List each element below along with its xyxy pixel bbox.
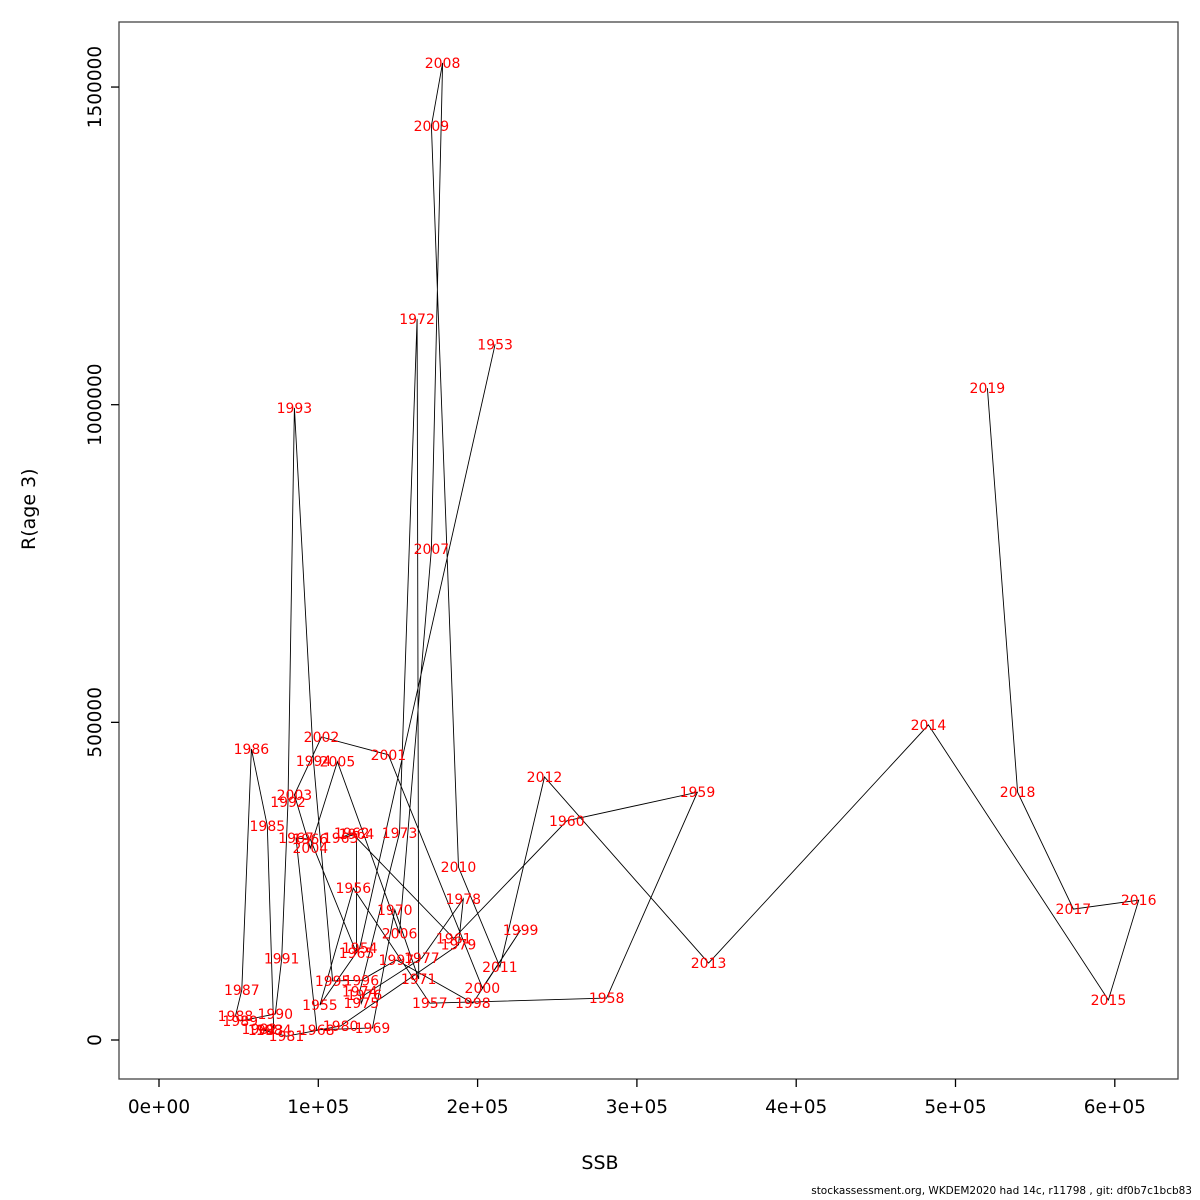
year-point-label: 1986 — [234, 742, 270, 758]
year-point-label: 1963 — [323, 831, 359, 847]
year-point-label: 1962 — [334, 826, 370, 842]
trajectory-line — [235, 62, 1140, 1037]
y-axis-title: R(age 3) — [18, 468, 40, 550]
plot-frame — [118, 21, 1179, 1080]
year-point-label: 1980 — [323, 1019, 359, 1035]
year-point-label: 2016 — [1121, 893, 1157, 909]
year-point-label: 1977 — [404, 951, 440, 967]
year-point-label: 1968 — [299, 1023, 335, 1039]
year-point-label: 1974 — [342, 985, 378, 1001]
y-axis-tick-label: 500000 — [85, 687, 106, 758]
year-point-label: 2017 — [1056, 902, 1092, 918]
year-point-label: 1981 — [269, 1029, 305, 1045]
year-point-label: 1993 — [277, 401, 313, 417]
year-point-label: 1953 — [477, 337, 513, 353]
year-point-label: 1972 — [399, 312, 435, 328]
x-axis-title: SSB — [581, 1152, 619, 1174]
year-point-label: 2014 — [911, 718, 947, 734]
year-point-label: 1982 — [242, 1022, 278, 1038]
x-axis-tick-label: 1e+05 — [287, 1097, 349, 1118]
x-axis-tick-label: 0e+00 — [128, 1097, 190, 1118]
year-point-label: 2008 — [425, 56, 461, 72]
year-point-label: 2009 — [414, 119, 450, 135]
year-point-label: 1992 — [270, 795, 306, 811]
year-point-label: 1975 — [343, 996, 379, 1012]
year-point-label: 1957 — [412, 996, 448, 1012]
year-point-label: 1954 — [342, 941, 378, 957]
year-point-label: 1976 — [347, 988, 383, 1004]
year-point-label: 1991 — [264, 952, 300, 968]
year-point-label: 1998 — [455, 996, 491, 1012]
year-point-label: 1969 — [355, 1021, 391, 1037]
year-point-label: 2004 — [293, 841, 329, 857]
year-point-label: 1965 — [339, 946, 375, 962]
year-point-label: 1960 — [549, 814, 585, 830]
year-point-label: 2012 — [527, 770, 563, 786]
year-point-label: 2015 — [1091, 993, 1127, 1009]
year-point-label: 1979 — [441, 938, 477, 954]
year-point-label: 1987 — [224, 983, 260, 999]
year-point-label: 1984 — [256, 1023, 292, 1039]
year-point-label: 1961 — [436, 931, 472, 947]
year-point-label: 1988 — [218, 1009, 254, 1025]
year-point-label: 2019 — [970, 381, 1006, 397]
year-point-label: 1970 — [377, 903, 413, 919]
year-point-label: 2018 — [1000, 785, 1036, 801]
y-axis-tick-label: 1000000 — [85, 363, 106, 445]
year-point-label: 1973 — [382, 826, 418, 842]
year-point-label: 1955 — [302, 998, 338, 1014]
year-point-label: 1978 — [445, 892, 481, 908]
year-point-label: 1983 — [248, 1023, 284, 1039]
year-point-label: 2002 — [304, 730, 340, 746]
year-point-label: 1990 — [257, 1007, 293, 1023]
year-point-label: 2013 — [691, 956, 727, 972]
x-axis-tick-label: 4e+05 — [765, 1097, 827, 1118]
year-point-label: 1985 — [250, 819, 286, 835]
year-point-label: 1997 — [379, 953, 415, 969]
year-point-label: 1967 — [278, 831, 314, 847]
year-point-label: 2007 — [414, 542, 450, 558]
year-point-label: 1995 — [315, 974, 351, 990]
year-point-label: 1966 — [293, 832, 329, 848]
x-axis-tick-label: 2e+05 — [446, 1097, 508, 1118]
x-axis-tick-label: 5e+05 — [924, 1097, 986, 1118]
y-axis-tick-label: 0 — [85, 1034, 106, 1046]
year-point-label: 1959 — [680, 785, 716, 801]
x-axis-tick-label: 3e+05 — [606, 1097, 668, 1118]
year-point-label: 2006 — [382, 926, 418, 942]
year-point-label: 1971 — [401, 972, 437, 988]
year-point-label: 1958 — [589, 991, 625, 1007]
year-point-label: 1994 — [296, 754, 332, 770]
year-point-label: 1996 — [343, 973, 379, 989]
year-point-label: 2003 — [277, 788, 313, 804]
year-point-label: 1989 — [222, 1014, 258, 1030]
year-point-label: 2005 — [320, 755, 356, 771]
year-point-label: 2000 — [465, 981, 501, 997]
year-point-label: 2011 — [482, 960, 518, 976]
y-axis-tick-label: 1500000 — [85, 46, 106, 128]
footer-credit: stockassessment.org, WKDEM2020 had 14c, … — [811, 1185, 1192, 1197]
year-point-label: 1999 — [503, 923, 539, 939]
year-point-label: 2001 — [371, 748, 407, 764]
year-point-label: 2010 — [441, 860, 477, 876]
year-point-label: 1956 — [336, 881, 372, 897]
x-axis-tick-label: 6e+05 — [1084, 1097, 1146, 1118]
year-point-label: 1964 — [339, 827, 375, 843]
